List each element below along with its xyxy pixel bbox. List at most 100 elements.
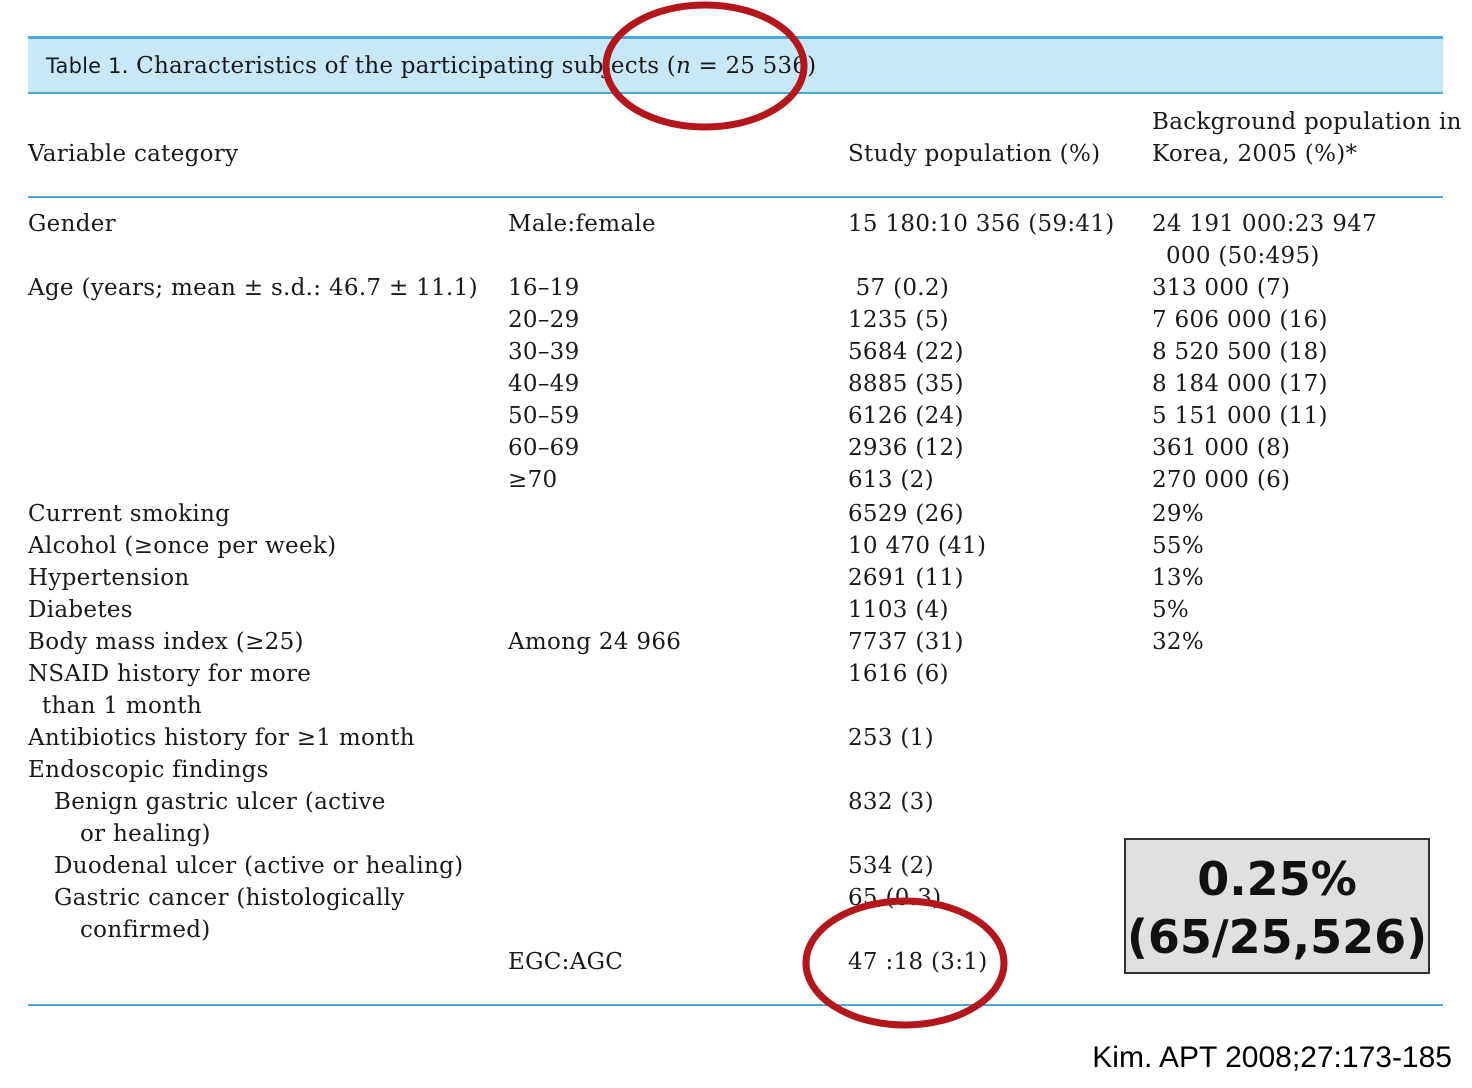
- table-title-n: n: [675, 53, 691, 79]
- cell-variable: Antibiotics history for ≥1 month: [28, 722, 415, 754]
- cell-variable-line: Gastric cancer (histologically: [54, 885, 405, 911]
- callout-percent: 0.25%: [1197, 852, 1357, 906]
- cell-study-population: 6529 (26): [848, 501, 964, 527]
- cell-background-population-line: 55%: [1152, 533, 1205, 559]
- cell-variable-line: or healing): [80, 821, 211, 847]
- cell-background-population-line: 29%: [1152, 501, 1205, 527]
- cell-background-population: 5%: [1152, 594, 1189, 626]
- table-row: Age (years; mean ± s.d.: 46.7 ± 11.1) 16–…: [0, 272, 1472, 304]
- cell-background-population-line: 13%: [1152, 565, 1205, 591]
- cell-variable-line: Antibiotics history for ≥1 month: [28, 725, 415, 751]
- table-label: Table 1.: [46, 54, 129, 78]
- cell-background-population: 8 184 000 (17): [1152, 368, 1328, 400]
- header-study-population: Study population (%): [848, 141, 1101, 167]
- cell-study-population: 5684 (22): [848, 339, 964, 365]
- table-body: Gender Male:female 15 180:10 356 (59:41) 24…: [0, 208, 1472, 978]
- cell-variable-line: Age (years; mean ± s.d.: 46.7 ± 11.1): [28, 275, 478, 301]
- cell-study-population: 253 (1): [848, 725, 934, 751]
- table-row: 60–69 2936 (12) 361 000 (8): [0, 432, 1472, 464]
- header-variable-category: Variable category: [28, 141, 239, 167]
- table-row: 30–39 5684 (22) 8 520 500 (18): [0, 336, 1472, 368]
- cell-subcategory: 16–19: [508, 275, 580, 301]
- cell-study-population: 8885 (35): [848, 371, 964, 397]
- table-row: Gender Male:female 15 180:10 356 (59:41) 24…: [0, 208, 1472, 272]
- cell-background-population-line: 32%: [1152, 629, 1205, 655]
- cell-background-population-line: 5%: [1152, 597, 1190, 623]
- highlight-callout: 0.25% (65/25,526): [1124, 838, 1430, 974]
- table-row: Endoscopic findings: [0, 754, 1472, 786]
- cell-background-population: 24 191 000:23 947 000 (50:495): [1152, 208, 1377, 272]
- table-title-suffix: = 25 536): [690, 53, 817, 79]
- cell-variable: Gender: [28, 208, 116, 240]
- cell-subcategory: 20–29: [508, 307, 580, 333]
- cell-study-population: 2691 (11): [848, 565, 964, 591]
- cell-study-population: 2936 (12): [848, 435, 964, 461]
- cell-variable: NSAID history for more than 1 month: [28, 658, 311, 722]
- bottom-rule: [28, 1004, 1443, 1006]
- cell-study-population: 57 (0.2): [848, 275, 950, 301]
- header-rule: [28, 196, 1443, 198]
- table-row: 20–29 1235 (5) 7 606 000 (16): [0, 304, 1472, 336]
- table-row: NSAID history for more than 1 month 1616 (…: [0, 658, 1472, 722]
- cell-study-population: 832 (3): [848, 789, 934, 815]
- table-row: Body mass index (≥25) Among 24 966 7737 (3…: [0, 626, 1472, 658]
- cell-background-population: 5 151 000 (11): [1152, 400, 1328, 432]
- table-row: Hypertension 2691 (11) 13%: [0, 562, 1472, 594]
- table-row: Alcohol (≥once per week) 10 470 (41) 55%: [0, 530, 1472, 562]
- cell-variable: Alcohol (≥once per week): [28, 530, 336, 562]
- cell-variable-line: Current smoking: [28, 501, 231, 527]
- cell-variable: Current smoking: [28, 498, 230, 530]
- cell-study-population: 47 :18 (3:1): [848, 949, 988, 975]
- table-row: Duodenal ulcer (active or healing) 534 (2…: [0, 850, 1472, 882]
- cell-variable-line: Diabetes: [28, 597, 133, 623]
- cell-study-population: 534 (2): [848, 853, 934, 879]
- cell-subcategory: 40–49: [508, 371, 580, 397]
- cell-background-population-line: 8 520 500 (18): [1152, 339, 1328, 365]
- cell-variable: Hypertension: [28, 562, 189, 594]
- cell-variable-line: confirmed): [80, 917, 211, 943]
- cell-variable-line: Alcohol (≥once per week): [28, 533, 337, 559]
- cell-study-population: 613 (2): [848, 467, 934, 493]
- cell-variable: Gastric cancer (histologically confirmed): [54, 882, 405, 946]
- cell-study-population: 10 470 (41): [848, 533, 987, 559]
- table-row: 40–49 8885 (35) 8 184 000 (17): [0, 368, 1472, 400]
- cell-background-population: 55%: [1152, 530, 1204, 562]
- table-title: Table 1. Characteristics of the particip…: [46, 51, 816, 81]
- cell-subcategory: Male:female: [508, 211, 656, 237]
- cell-study-population: 1103 (4): [848, 597, 949, 623]
- cell-background-population: 8 520 500 (18): [1152, 336, 1328, 368]
- cell-background-population-line: 8 184 000 (17): [1152, 371, 1328, 397]
- cell-subcategory: EGC:AGC: [508, 949, 624, 975]
- cell-subcategory: Among 24 966: [508, 629, 682, 655]
- cell-variable: Diabetes: [28, 594, 133, 626]
- table-row: 50–59 6126 (24) 5 151 000 (11): [0, 400, 1472, 432]
- table-title-prefix: Characteristics of the participating sub…: [136, 53, 676, 79]
- callout-ratio: (65/25,526): [1126, 910, 1428, 964]
- citation: Kim. APT 2008;27:173-185: [1092, 1041, 1452, 1074]
- cell-variable-line: Hypertension: [28, 565, 190, 591]
- cell-variable: Age (years; mean ± s.d.: 46.7 ± 11.1): [28, 272, 478, 304]
- cell-background-population-line: 7 606 000 (16): [1152, 307, 1328, 333]
- cell-subcategory: ≥70: [508, 467, 558, 493]
- cell-background-population-line: 361 000 (8): [1152, 435, 1291, 461]
- cell-background-population-line: 270 000 (6): [1152, 467, 1291, 493]
- table-row: Diabetes 1103 (4) 5%: [0, 594, 1472, 626]
- cell-background-population: 270 000 (6): [1152, 464, 1290, 496]
- cell-background-population-line: 5 151 000 (11): [1152, 403, 1328, 429]
- cell-study-population: 1616 (6): [848, 661, 949, 687]
- cell-variable-line: Benign gastric ulcer (active: [54, 789, 386, 815]
- cell-background-population: 29%: [1152, 498, 1204, 530]
- cell-study-population: 6126 (24): [848, 403, 964, 429]
- cell-variable-line: Gender: [28, 211, 116, 237]
- cell-background-population-line: 313 000 (7): [1152, 275, 1291, 301]
- table-row: Benign gastric ulcer (active or healing) 8…: [0, 786, 1472, 850]
- table-title-bar: Table 1. Characteristics of the particip…: [28, 36, 1443, 94]
- cell-study-population: 1235 (5): [848, 307, 949, 333]
- cell-study-population: 65 (0.3): [848, 885, 942, 911]
- cell-variable-line: Body mass index (≥25): [28, 629, 304, 655]
- header-background-line1: Background population in: [1152, 109, 1462, 135]
- cell-background-population: 13%: [1152, 562, 1204, 594]
- cell-subcategory: 60–69: [508, 435, 580, 461]
- cell-variable-line: Duodenal ulcer (active or healing): [54, 853, 464, 879]
